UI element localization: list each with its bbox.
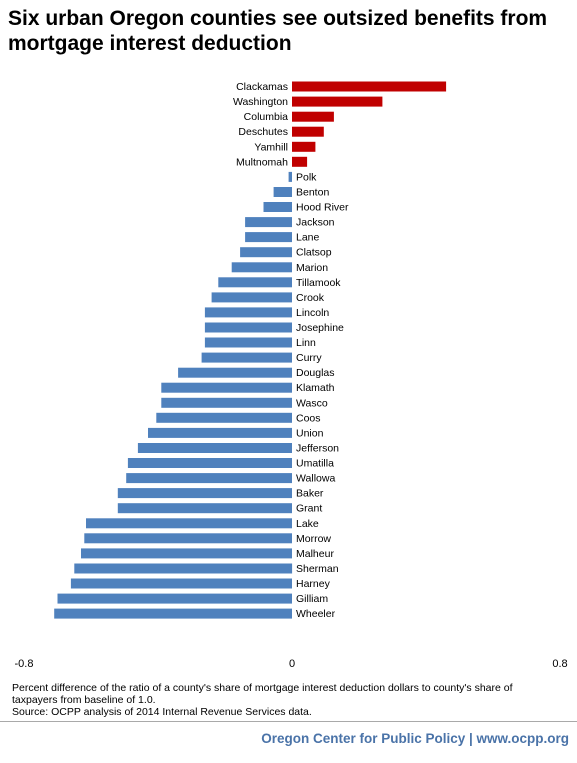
category-label: Hood River [296, 202, 349, 214]
category-label: Umatilla [296, 458, 334, 470]
x-tick-label: 0.8 [552, 658, 567, 670]
category-label: Multnomah [236, 156, 288, 168]
category-label: Marion [296, 262, 328, 274]
category-label: Lake [296, 518, 319, 530]
x-axis-ticks-group: -0.8 0 0.8 [15, 658, 568, 670]
bar-klamath [161, 382, 292, 393]
bar-malheur [81, 548, 292, 559]
category-label: Gilliam [296, 593, 328, 605]
bar-linn [204, 337, 292, 348]
bar-jefferson [137, 443, 292, 453]
note-definition: Percent difference of the ratio of a cou… [12, 682, 513, 706]
category-label: Morrow [296, 533, 331, 545]
bar-polk [288, 171, 292, 182]
bar-union [148, 427, 292, 438]
bar-crook [211, 292, 292, 303]
category-label: Yamhill [254, 141, 288, 153]
category-label: Wheeler [296, 608, 336, 620]
bar-multnomah [292, 156, 308, 167]
bar-lincoln [204, 307, 292, 318]
chart-note: Percent difference of the ratio of a cou… [12, 682, 552, 718]
x-tick-label: -0.8 [15, 658, 34, 670]
category-label: Crook [296, 292, 325, 304]
bar-coos [156, 412, 292, 423]
category-label: Polk [296, 171, 317, 183]
bar-clackamas [292, 81, 447, 92]
category-label: Malheur [296, 548, 334, 560]
bars-group [54, 81, 447, 619]
category-label: Wallowa [296, 473, 335, 485]
bar-douglas [178, 367, 292, 378]
bar-chart: Clackamas Washington Columbia Deschutes Yamh… [15, 81, 568, 670]
category-label: Wasco [296, 397, 328, 409]
bar-yamhill [292, 141, 316, 152]
category-label: Union [296, 427, 324, 439]
category-label: Linn [296, 337, 316, 349]
bar-deschutes [292, 126, 324, 137]
bar-grant [117, 503, 292, 514]
category-label: Clatsop [296, 247, 332, 259]
category-label: Josephine [296, 322, 344, 334]
category-label: Tillamook [296, 277, 341, 289]
bar-benton [273, 187, 292, 197]
bar-wasco [161, 397, 292, 408]
bar-baker [117, 488, 292, 499]
bar-jackson [245, 217, 292, 228]
category-label: Columbia [244, 111, 289, 123]
category-label: Klamath [296, 382, 335, 394]
bar-gilliam [57, 593, 292, 604]
category-label: Harney [296, 578, 331, 590]
category-labels-group: Clackamas Washington Columbia Deschutes Yamh… [233, 81, 349, 620]
category-label: Jefferson [296, 443, 339, 455]
bar-tillamook [218, 277, 292, 288]
bar-washington [292, 96, 383, 107]
footer-divider [0, 721, 577, 722]
x-tick-label: 0 [289, 658, 295, 670]
bar-curry [201, 352, 292, 363]
category-label: Washington [233, 96, 288, 108]
category-label: Baker [296, 488, 324, 500]
footer-credit: Oregon Center for Public Policy | www.oc… [261, 731, 569, 746]
bar-josephine [204, 322, 292, 333]
category-label: Sherman [296, 563, 339, 575]
category-label: Curry [296, 352, 322, 364]
category-label: Lincoln [296, 307, 329, 319]
bar-sherman [74, 563, 293, 574]
bar-umatilla [127, 458, 293, 468]
category-label: Lane [296, 232, 320, 244]
note-source: Source: OCPP analysis of 2014 Internal R… [12, 706, 312, 718]
bar-harney [70, 578, 293, 589]
bar-lane [245, 232, 292, 243]
chart-title: Six urban Oregon counties see outsized b… [8, 7, 548, 55]
bar-marion [231, 262, 292, 273]
category-label: Coos [296, 412, 321, 424]
bar-clatsop [240, 247, 292, 258]
bar-wheeler [54, 608, 293, 619]
category-label: Clackamas [236, 81, 288, 93]
bar-lake [86, 518, 292, 529]
category-label: Grant [296, 503, 322, 515]
bar-hood-river [263, 202, 292, 212]
bar-columbia [292, 111, 334, 122]
bar-wallowa [126, 473, 292, 484]
category-label: Deschutes [238, 126, 288, 138]
category-label: Benton [296, 187, 329, 199]
category-label: Jackson [296, 217, 335, 229]
bar-morrow [84, 533, 292, 544]
category-label: Douglas [296, 367, 335, 379]
